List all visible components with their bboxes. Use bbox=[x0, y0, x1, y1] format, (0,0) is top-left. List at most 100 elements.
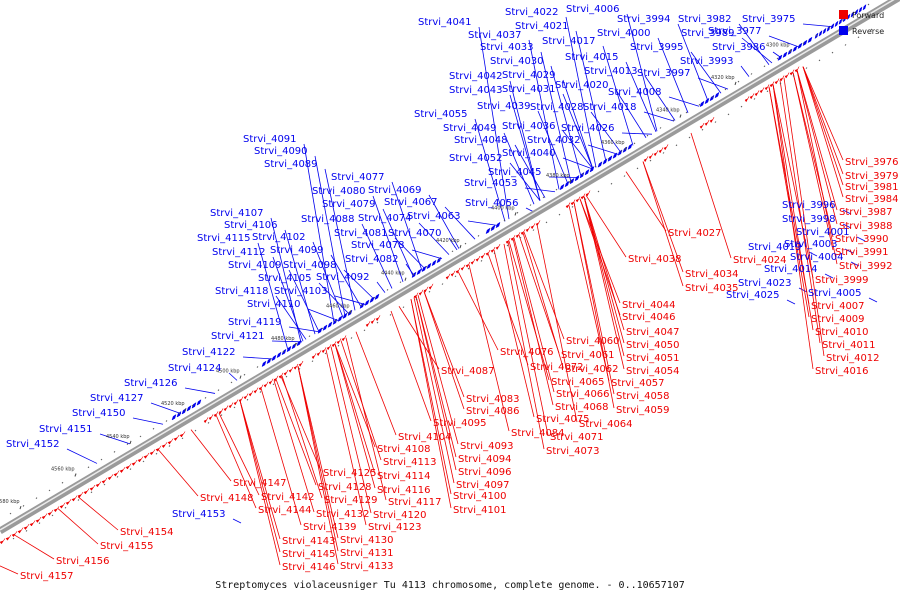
minor-tick bbox=[581, 173, 584, 176]
gene-label-strvi-4082: Strvi_4082 bbox=[345, 254, 399, 265]
minor-tick bbox=[220, 414, 223, 417]
minor-tick bbox=[529, 204, 532, 206]
forward-gene bbox=[754, 90, 760, 97]
gene-label-strvi-4014: Strvi_4014 bbox=[764, 264, 818, 275]
leader-line bbox=[583, 196, 625, 370]
minor-tick bbox=[155, 452, 158, 455]
forward-gene bbox=[253, 387, 259, 394]
reverse-gene bbox=[818, 30, 823, 37]
gene-label-strvi-4132: Strvi_4132 bbox=[316, 509, 370, 520]
tick-label-4400-kbp: 4400 kbp bbox=[491, 205, 515, 211]
minor-tick bbox=[425, 265, 428, 268]
leader-line bbox=[284, 229, 316, 335]
minor-tick bbox=[399, 281, 402, 284]
gene-label-strvi-4076: Strvi_4076 bbox=[500, 347, 554, 358]
forward-gene bbox=[699, 122, 705, 129]
forward-gene bbox=[465, 261, 471, 268]
leader-line bbox=[668, 96, 700, 107]
minor-tick bbox=[571, 206, 574, 208]
gene-label-strvi-4097: Strvi_4097 bbox=[456, 480, 510, 491]
reverse-gene bbox=[559, 183, 565, 191]
tick-mark bbox=[679, 114, 682, 118]
minor-tick bbox=[662, 152, 665, 154]
reverse-gene bbox=[807, 36, 813, 44]
minor-tick bbox=[298, 368, 301, 370]
forward-gene bbox=[658, 147, 664, 154]
leader-line bbox=[621, 132, 653, 135]
forward-gene bbox=[149, 449, 156, 456]
gene-label-strvi-4062: Strvi_4062 bbox=[565, 364, 619, 375]
gene-label-strvi-4048: Strvi_4048 bbox=[454, 135, 508, 146]
minor-tick bbox=[233, 406, 236, 409]
leader-line bbox=[509, 162, 541, 201]
reverse-gene bbox=[276, 351, 282, 359]
gene-label-strvi-4129: Strvi_4129 bbox=[324, 495, 378, 506]
leader-line bbox=[257, 242, 289, 351]
reverse-gene bbox=[822, 27, 827, 35]
gene-label-strvi-4146: Strvi_4146 bbox=[282, 562, 336, 573]
forward-gene bbox=[203, 417, 209, 424]
leader-line bbox=[410, 299, 452, 495]
gene-label-strvi-4107: Strvi_4107 bbox=[210, 208, 264, 219]
minor-tick bbox=[802, 42, 805, 44]
gene-label-strvi-4079: Strvi_4079 bbox=[322, 199, 376, 210]
gene-label-strvi-4047: Strvi_4047 bbox=[626, 327, 680, 338]
gene-label-strvi-3979: Strvi_3979 bbox=[845, 171, 899, 182]
forward-gene bbox=[161, 442, 168, 449]
leader-line bbox=[330, 346, 372, 514]
minor-tick bbox=[675, 144, 678, 147]
minor-tick bbox=[724, 88, 727, 91]
gene-label-strvi-4117: Strvi_4117 bbox=[388, 497, 442, 508]
gene-label-strvi-4046: Strvi_4046 bbox=[622, 312, 676, 323]
minor-tick bbox=[386, 289, 389, 291]
forward-gene bbox=[17, 527, 24, 534]
forward-gene bbox=[155, 445, 162, 452]
reverse-gene bbox=[564, 180, 570, 188]
reverse-gene bbox=[286, 345, 292, 353]
leader-line bbox=[677, 23, 709, 102]
gene-label-strvi-4080: Strvi_4080 bbox=[312, 186, 366, 197]
forward-gene bbox=[331, 341, 337, 348]
minor-tick bbox=[77, 499, 80, 501]
leader-line bbox=[288, 269, 320, 332]
gene-label-strvi-4060: Strvi_4060 bbox=[566, 336, 620, 347]
tick-label-4420-kbp: 4420 kbp bbox=[436, 238, 460, 244]
minor-tick bbox=[165, 420, 168, 422]
reverse-gene bbox=[858, 6, 863, 13]
minor-tick bbox=[363, 329, 366, 332]
tick-mark bbox=[624, 147, 627, 151]
gene-label-strvi-4033: Strvi_4033 bbox=[480, 42, 534, 53]
forward-gene bbox=[326, 344, 332, 351]
gene-label-strvi-3986: Strvi_3986 bbox=[712, 42, 766, 53]
leader-line bbox=[536, 224, 578, 423]
leader-line bbox=[415, 296, 457, 458]
tick-mark bbox=[349, 310, 352, 314]
leader-line bbox=[518, 234, 560, 354]
gene-label-strvi-4091: Strvi_4091 bbox=[243, 134, 297, 145]
forward-gene bbox=[113, 470, 120, 477]
gene-label-strvi-4057: Strvi_4057 bbox=[611, 378, 665, 389]
forward-gene bbox=[341, 335, 347, 342]
forward-gene bbox=[119, 467, 126, 474]
minor-tick bbox=[490, 227, 493, 230]
minor-tick bbox=[636, 167, 639, 170]
minor-tick bbox=[103, 483, 106, 486]
forward-gene bbox=[5, 534, 12, 541]
minor-tick bbox=[792, 74, 795, 77]
reverse-gene bbox=[411, 271, 417, 279]
gene-label-strvi-4154: Strvi_4154 bbox=[120, 527, 174, 538]
forward-gene bbox=[316, 350, 322, 357]
leader-line bbox=[796, 70, 838, 225]
minor-tick bbox=[178, 412, 181, 415]
leader-line bbox=[394, 237, 426, 270]
forward-gene bbox=[460, 264, 466, 271]
forward-gene bbox=[413, 292, 419, 299]
reverse-gene bbox=[714, 91, 720, 99]
forward-gene bbox=[580, 193, 586, 200]
leader-line bbox=[697, 77, 729, 90]
forward-gene bbox=[143, 452, 150, 459]
forward-gene bbox=[107, 474, 114, 481]
leader-line bbox=[334, 344, 376, 475]
gene-label-strvi-4088: Strvi_4088 bbox=[301, 214, 355, 225]
leader-line bbox=[741, 37, 773, 64]
